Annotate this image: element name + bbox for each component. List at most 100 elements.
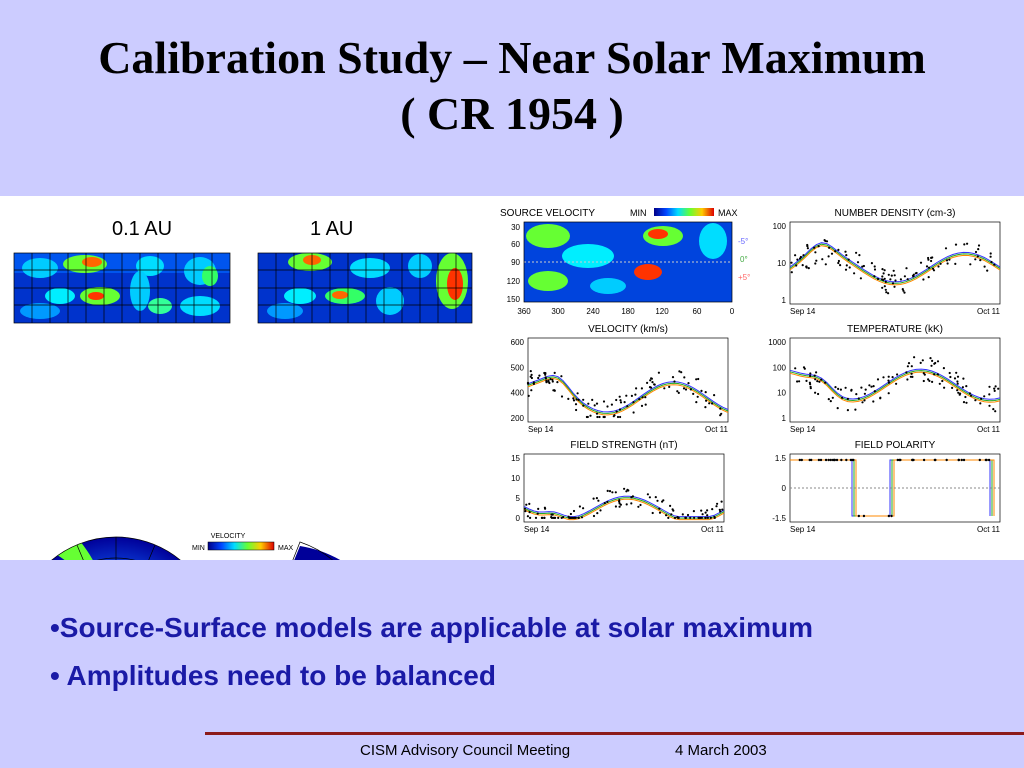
observation-point — [528, 502, 531, 505]
observation-point — [680, 371, 683, 374]
observation-point — [870, 262, 873, 265]
observation-point — [612, 415, 615, 418]
observation-point — [903, 275, 906, 278]
observation-point — [887, 379, 890, 382]
polarity-point — [824, 458, 828, 462]
slide-title: Calibration Study – Near Solar Maximum (… — [0, 30, 1024, 142]
observation-point — [931, 267, 935, 270]
model-trace — [789, 242, 1001, 283]
observation-point — [814, 391, 817, 394]
polar-wedge-1-au — [292, 541, 340, 560]
observation-point — [847, 258, 850, 261]
label-1-au: 1 AU — [310, 218, 354, 240]
observation-point — [706, 509, 709, 512]
observation-point — [662, 499, 665, 502]
svg-text:240: 240 — [586, 307, 600, 316]
polarity-point — [840, 458, 843, 462]
observation-point — [983, 265, 986, 268]
observation-point — [529, 516, 532, 519]
observation-point — [994, 410, 997, 413]
polarity-point — [922, 458, 926, 462]
observation-point — [706, 516, 709, 519]
observation-point — [817, 392, 820, 396]
y-tick-label: 400 — [511, 389, 525, 398]
observation-point — [844, 386, 847, 389]
observation-point — [549, 378, 552, 381]
x-start-label: Sep 14 — [790, 425, 816, 434]
panel-title: FIELD STRENGTH (nT) — [570, 440, 677, 451]
observation-point — [887, 375, 890, 378]
observation-point — [891, 282, 895, 285]
observation-point — [914, 272, 917, 275]
observation-point — [956, 389, 959, 392]
observation-point — [635, 387, 638, 390]
y-tick-label: 10 — [777, 259, 786, 268]
observation-point — [695, 401, 698, 404]
observation-point — [667, 516, 670, 519]
observation-point — [649, 379, 652, 382]
observation-point — [909, 375, 912, 378]
model-trace — [523, 498, 725, 521]
observation-point — [650, 377, 653, 380]
observation-point — [941, 379, 944, 383]
y-tick-label: 1 — [782, 296, 787, 305]
panel-title: NUMBER DENSITY (cm-3) — [835, 208, 956, 219]
observation-point — [698, 516, 702, 519]
observation-point — [711, 508, 714, 511]
observation-point — [709, 516, 712, 519]
observation-point — [547, 380, 550, 383]
observation-point — [824, 263, 827, 266]
svg-text:120: 120 — [507, 277, 521, 286]
svg-text:-5°: -5° — [738, 237, 748, 246]
observation-point — [934, 361, 937, 365]
observation-point — [551, 380, 554, 383]
observation-point — [651, 511, 654, 515]
observation-point — [597, 499, 600, 502]
observation-point — [648, 496, 651, 499]
model-trace — [789, 371, 1001, 403]
y-tick-label: 100 — [773, 363, 787, 372]
observation-point — [794, 367, 797, 370]
svg-text:+5°: +5° — [738, 273, 750, 282]
y-tick-label: 1000 — [768, 338, 786, 347]
observation-point — [885, 291, 888, 294]
observation-point — [569, 512, 572, 516]
observation-point — [525, 503, 528, 506]
polarity-point — [827, 458, 830, 462]
observation-point — [805, 379, 808, 382]
observation-point — [806, 245, 809, 248]
observation-point — [938, 382, 941, 385]
observation-point — [988, 393, 991, 396]
observation-point — [596, 415, 599, 419]
observation-point — [813, 374, 816, 377]
observation-point — [856, 261, 860, 264]
polarity-point — [945, 458, 948, 462]
observation-point — [815, 371, 818, 374]
observation-point — [572, 516, 575, 519]
polarity-point — [984, 458, 988, 462]
observation-point — [625, 394, 628, 397]
observation-point — [956, 380, 959, 383]
observation-point — [625, 490, 628, 493]
observation-point — [557, 516, 560, 519]
observation-point — [585, 415, 588, 419]
panel-title: TEMPERATURE (kK) — [847, 324, 943, 335]
polarity-point — [829, 458, 832, 462]
observation-point — [873, 390, 876, 393]
bullet-1: •Source-Surface models are applicable at… — [50, 612, 813, 643]
model-trace — [523, 495, 725, 518]
observation-point — [637, 505, 640, 508]
observation-point — [587, 402, 590, 405]
observation-point — [818, 380, 821, 383]
observation-point — [881, 275, 884, 278]
observation-point — [931, 380, 934, 383]
observation-point — [677, 391, 680, 394]
observation-point — [969, 263, 972, 266]
observation-point — [695, 378, 698, 381]
polarity-point — [887, 514, 891, 518]
observation-point — [696, 395, 699, 398]
observation-point — [807, 267, 810, 270]
bullet-list: •Source-Surface models are applicable at… — [50, 604, 813, 700]
polarity-point — [978, 458, 982, 462]
